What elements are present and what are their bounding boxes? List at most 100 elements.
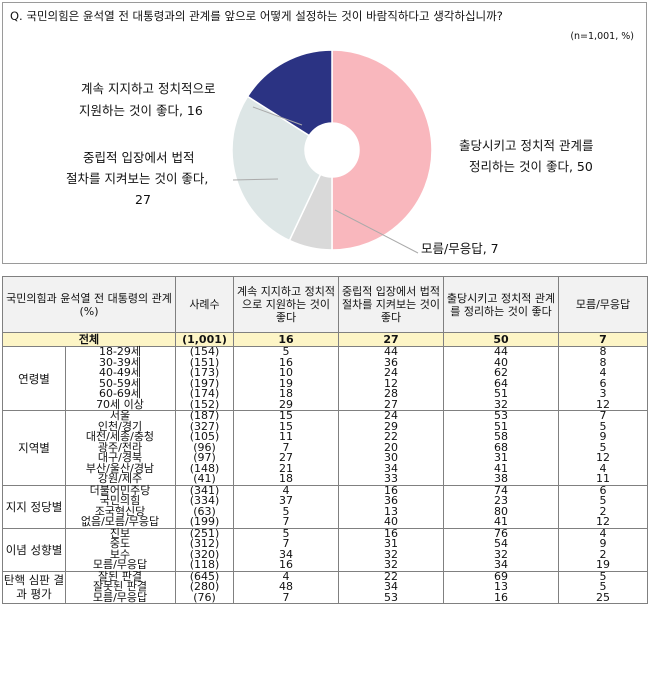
table-row-total: 전체 (1,001) 16 27 50 7	[2, 332, 648, 347]
cell-value-3: 5	[558, 421, 648, 432]
donut-slice-3	[246, 49, 333, 137]
cell-value-3: 5	[558, 495, 648, 507]
row-label: 대전/세종/충청	[85, 430, 155, 443]
table-row: 탄핵 심판 결과 평가 잘된 판결 (645) 4 22 69 5	[2, 569, 648, 603]
slice-label-s3-line2: 지원하는 것이 좋다, 16	[79, 103, 203, 118]
cell-value-3: 3	[558, 388, 648, 400]
table-row: 지지 정당별 더불어민주당 (341) 4 16 74 6	[2, 483, 648, 528]
chart-panel: Q. 국민의힘은 윤석열 전 대통령과의 관계를 앞으로 어떻게 설정하는 것이…	[2, 2, 647, 264]
cell-value-3: 8	[558, 346, 648, 358]
table-row: 대구/경북 (97) 27 30 31 12	[2, 451, 648, 464]
slice-label-s3-line1: 계속 지지하고 정치적으로	[81, 81, 215, 96]
table-row: 대전/세종/충청 (105) 11 22 58 9	[2, 430, 648, 443]
slice-label-s2-line1: 중립적 입장에서 법적	[83, 150, 194, 165]
header-neutral: 중립적 입장에서 법적 절차를 지켜보는 것이 좋다	[338, 276, 444, 333]
table-row: 30-39세 (151) 16 36 40 8	[2, 355, 648, 369]
slice-label-s2-line3: 27	[135, 192, 151, 207]
cell-value-3: 4	[558, 527, 648, 539]
header-expel: 출당시키고 정치적 관계를 정리하는 것이 좋다	[443, 276, 559, 333]
row-label: 30-39세	[98, 355, 142, 369]
row-label: 50-59세	[98, 376, 142, 390]
cell-value-0: 16	[233, 332, 339, 347]
cell-value-2: 16	[443, 592, 559, 604]
group-name: 지지 정당별	[3, 485, 66, 528]
cell-value-3: 7	[558, 332, 648, 347]
row-label: 강원/제주	[97, 472, 143, 485]
group-name: 지역별	[3, 411, 66, 485]
row-label-cell: 지역별 서울	[2, 409, 176, 485]
cell-value-3: 5	[558, 581, 648, 593]
row-label: 보수	[109, 547, 131, 561]
leader-line-s2	[232, 178, 279, 181]
row-label: 국민의힘	[99, 494, 141, 507]
row-label: 전체	[2, 332, 176, 347]
table-row: 잘못된 판결 (280) 48 34 13 5	[2, 581, 648, 593]
table-row: 광주/전라 (96) 7 20 68 5	[2, 440, 648, 454]
row-label: 모름/무응답	[92, 558, 148, 571]
row-label: 40-49세	[98, 366, 142, 379]
cell-value-2: 50	[443, 332, 559, 347]
table-row: 연령별 18-29세 (154) 5 44 44 8	[2, 345, 648, 410]
slice-label-s2-line2: 절차를 지켜보는 것이 좋다,	[66, 171, 208, 186]
row-label: 인천/경기	[97, 419, 143, 433]
row-label-cell: 이념 성향별 진보	[2, 526, 176, 571]
question-title: Q. 국민의힘은 윤석열 전 대통령과의 관계를 앞으로 어떻게 설정하는 것이…	[10, 9, 503, 23]
row-label: 광주/전라	[97, 440, 143, 454]
cell-value-3: 12	[558, 452, 648, 464]
cell-value-3: 9	[558, 538, 648, 550]
cell-value-3: 4	[558, 367, 648, 379]
group-name: 연령별	[3, 347, 66, 410]
table-row: 부산/울산/경남 (148) 21 34 41 4	[2, 463, 648, 474]
row-label: 조국혁신당	[94, 504, 146, 518]
header-support: 계속 지지하고 정치적으로 지원하는 것이 좋다	[233, 276, 339, 333]
table-row: 국민의힘 (334) 37 36 23 5	[2, 494, 648, 507]
table-row: 중도 (312) 7 31 54 9	[2, 537, 648, 550]
row-label: 진보	[109, 526, 131, 540]
cell-value-3: 2	[558, 549, 648, 560]
slice-label-s1-line1: 모름/무응답, 7	[421, 241, 499, 256]
sample-note: (n=1,001, %)	[570, 31, 634, 42]
cell-value-3: 4	[558, 463, 648, 474]
group-name: 탄핵 심판 결과 평가	[3, 571, 66, 603]
table-row: 보수 (320) 34 32 32 2	[2, 547, 648, 561]
row-label: 잘된 판결	[98, 569, 142, 583]
cell-value-3: 9	[558, 431, 648, 443]
table-row: 이념 성향별 진보 (251) 5 16 76 4	[2, 526, 648, 571]
header-sample-size: 사례수	[175, 276, 234, 333]
row-sample-size: (76)	[175, 592, 234, 604]
table-row: 인천/경기 (327) 15 29 51 5	[2, 419, 648, 433]
group-name: 이념 성향별	[3, 528, 66, 571]
cell-value-3: 25	[558, 592, 648, 604]
row-label: 더불어민주당	[89, 483, 151, 497]
row-label: 70세 이상	[96, 397, 144, 411]
table-row: 조국혁신당 (63) 5 13 80 2	[2, 504, 648, 518]
table-row: 70세 이상 (152) 29 27 32 12	[2, 397, 648, 411]
header-dont-know: 모름/무응답	[558, 276, 648, 333]
row-label: 서울	[109, 409, 131, 422]
row-label: 없음/모름/무응답	[80, 515, 160, 528]
row-label: 60-69세	[98, 387, 142, 400]
cell-value-3: 5	[558, 442, 648, 453]
table-row: 모름/무응답 (76) 7 53 16 25	[2, 592, 648, 604]
row-label-cell: 탄핵 심판 결과 평가 잘된 판결	[2, 569, 176, 603]
cell-value-3: 7	[558, 410, 648, 422]
row-label: 18-29세	[98, 345, 142, 358]
leader-line-s1	[334, 209, 419, 254]
donut-slice-0	[331, 49, 433, 251]
row-label: 대구/경북	[97, 451, 143, 464]
row-label: 중도	[109, 537, 131, 550]
slice-label-s0-line1: 출당시키고 정치적 관계를	[459, 138, 593, 153]
cell-value-3: 6	[558, 484, 648, 496]
cell-value-3: 2	[558, 506, 648, 517]
table-row: 지역별 서울 (187) 15 24 53 7	[2, 409, 648, 485]
row-label-cell: 연령별 18-29세	[2, 345, 176, 410]
crosstab-table: 국민의힘과 윤석열 전 대통령의 관계 (%) 사례수 계속 지지하고 정치적으로 …	[2, 276, 648, 604]
cell-value-3: 5	[558, 570, 648, 582]
cell-value-0: 7	[233, 592, 339, 604]
row-label-cell: 지지 정당별 더불어민주당	[2, 483, 176, 528]
header-group: 국민의힘과 윤석열 전 대통령의 관계 (%)	[2, 276, 176, 333]
table-row: 없음/모름/무응답 (199) 7 40 41 12	[2, 515, 648, 529]
donut-chart: 출당시키고 정치적 관계를 정리하는 것이 좋다, 50 모름/무응답, 7 중…	[66, 49, 593, 256]
cell-value-1: 53	[338, 592, 444, 604]
table-row: 40-49세 (173) 10 24 62 4	[2, 366, 648, 379]
